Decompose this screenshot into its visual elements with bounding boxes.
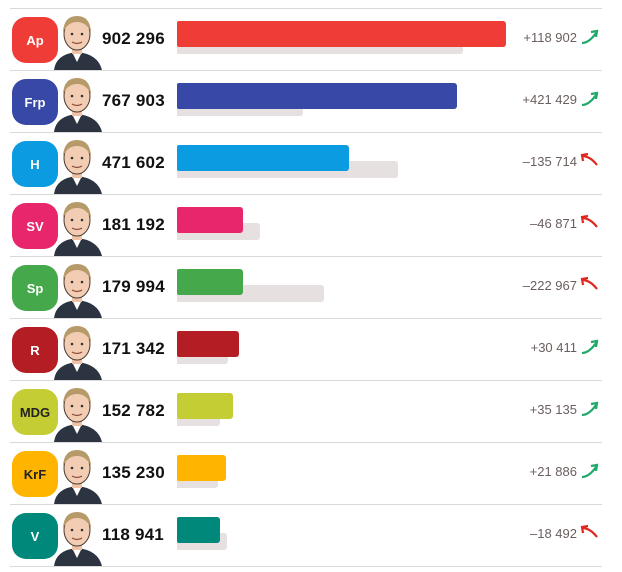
- party-badge: Frp: [12, 79, 58, 125]
- party-row: V 118 941 –18 492: [10, 504, 602, 566]
- vote-count: 902 296: [102, 29, 165, 48]
- trend-down-icon: [580, 524, 598, 538]
- party-badge: H: [12, 141, 58, 187]
- party-badge: Ap: [12, 17, 58, 63]
- vote-change: +421 429: [522, 92, 577, 107]
- row-divider: [10, 380, 602, 381]
- row-divider: [10, 194, 602, 195]
- vote-count: 767 903: [102, 91, 165, 110]
- current-votes-bar: [177, 517, 220, 543]
- party-row: SV 181 192 –46 871: [10, 194, 602, 256]
- leader-portrait: [54, 16, 102, 70]
- current-votes-bar: [177, 145, 349, 171]
- vote-count: 152 782: [102, 401, 165, 420]
- trend-up-icon: [581, 339, 599, 355]
- trend-up-icon: [581, 91, 599, 107]
- trend-down-icon: [580, 214, 598, 228]
- vote-count: 181 192: [102, 215, 165, 234]
- party-row: Ap 902 296 +118 902: [10, 8, 602, 70]
- leader-portrait: [54, 512, 102, 566]
- row-divider: [10, 70, 602, 71]
- party-badge: Sp: [12, 265, 58, 311]
- trend-down-icon: [580, 152, 598, 166]
- current-votes-bar: [177, 269, 243, 295]
- vote-change: –135 714: [522, 154, 577, 169]
- current-votes-bar: [177, 207, 243, 233]
- party-badge: R: [12, 327, 58, 373]
- vote-count: 118 941: [102, 525, 164, 544]
- party-row: Sp 179 994 –222 967: [10, 256, 602, 318]
- row-divider: [10, 318, 602, 319]
- vote-count: 179 994: [102, 277, 165, 296]
- vote-change: +21 886: [529, 464, 577, 479]
- party-row: MDG 152 782 +35 135: [10, 380, 602, 442]
- vote-change: –18 492: [530, 526, 577, 541]
- row-divider: [10, 504, 602, 505]
- party-row: Frp 767 903 +421 429: [10, 70, 602, 132]
- row-divider: [10, 132, 602, 133]
- current-votes-bar: [177, 455, 226, 481]
- row-divider: [10, 256, 602, 257]
- party-badge: KrF: [12, 451, 58, 497]
- vote-change: +118 902: [523, 30, 577, 45]
- current-votes-bar: [177, 393, 233, 419]
- party-row: R 171 342 +30 411: [10, 318, 602, 380]
- leader-portrait: [54, 388, 102, 442]
- vote-count: 171 342: [102, 339, 165, 358]
- vote-change: –222 967: [522, 278, 577, 293]
- trend-up-icon: [581, 401, 599, 417]
- party-badge: MDG: [12, 389, 58, 435]
- trend-up-icon: [581, 463, 599, 479]
- row-divider: [10, 566, 602, 567]
- vote-count: 135 230: [102, 463, 165, 482]
- current-votes-bar: [177, 331, 239, 357]
- leader-portrait: [54, 326, 102, 380]
- vote-change: +30 411: [530, 340, 577, 355]
- trend-down-icon: [580, 276, 598, 290]
- leader-portrait: [54, 140, 102, 194]
- party-badge: V: [12, 513, 58, 559]
- trend-up-icon: [581, 29, 599, 45]
- vote-change: –46 871: [530, 216, 577, 231]
- row-divider: [10, 442, 602, 443]
- leader-portrait: [54, 78, 102, 132]
- leader-portrait: [54, 264, 102, 318]
- vote-count: 471 602: [102, 153, 165, 172]
- row-divider: [10, 8, 602, 9]
- leader-portrait: [54, 202, 102, 256]
- party-row: KrF 135 230 +21 886: [10, 442, 602, 504]
- current-votes-bar: [177, 83, 457, 109]
- vote-change: +35 135: [529, 402, 577, 417]
- leader-portrait: [54, 450, 102, 504]
- party-row: H 471 602 –135 714: [10, 132, 602, 194]
- party-badge: SV: [12, 203, 58, 249]
- current-votes-bar: [177, 21, 506, 47]
